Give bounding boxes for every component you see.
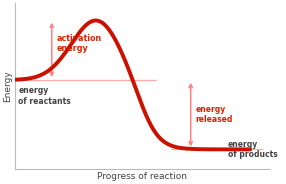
Text: energy
of reactants: energy of reactants [18,86,71,105]
Y-axis label: Energy: Energy [3,70,12,102]
Text: energy
released: energy released [195,105,233,124]
Text: energy
of products: energy of products [228,140,278,159]
X-axis label: Progress of reaction: Progress of reaction [97,172,187,181]
Text: activation
energy: activation energy [56,34,102,53]
